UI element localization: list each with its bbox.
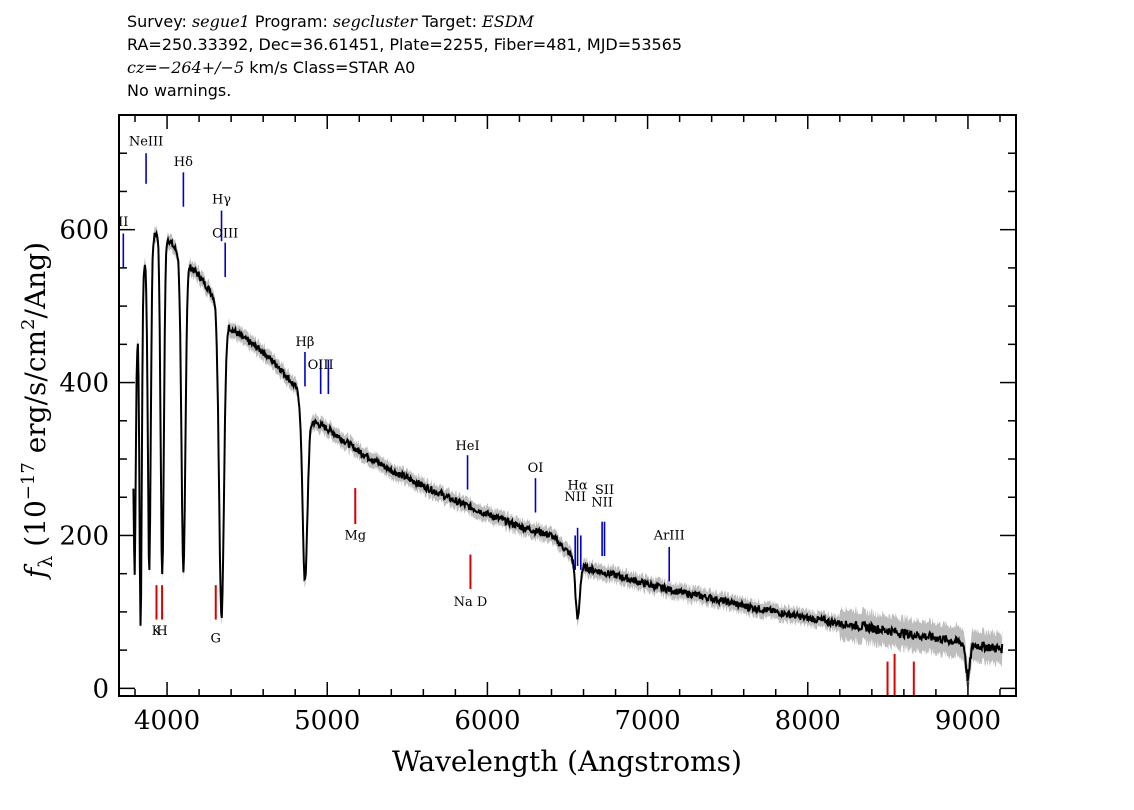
x-tick-label: 9000	[935, 706, 1001, 736]
y-tick-label: 200	[59, 521, 109, 551]
x-tick-label: 6000	[454, 706, 520, 736]
error-band-layer	[133, 225, 1003, 697]
x-tick-label: 7000	[615, 706, 681, 736]
absorption-line-label: Mg	[344, 528, 366, 543]
absorption-line-label: K	[152, 624, 162, 639]
emission-line-label: Hδ	[174, 155, 193, 170]
emission-line-label: Hα	[568, 479, 588, 494]
x-tick-label: 4000	[134, 706, 200, 736]
y-tick-label: 600	[59, 216, 109, 246]
survey-label: Survey:	[127, 12, 192, 31]
emission-line-label: OIII	[212, 226, 238, 241]
plot-frame	[118, 114, 1017, 697]
header-redshift-line: cz=−264+/−5 km/s Class=STAR A0	[127, 56, 1127, 79]
emission-line-label: II	[118, 215, 128, 230]
program-label: Program:	[249, 12, 333, 31]
emission-line-label: Hγ	[212, 193, 231, 208]
absorption-line-label: Na D	[454, 595, 488, 610]
emission-line-label: Hβ	[296, 335, 315, 350]
x-tick-label: 8000	[775, 706, 841, 736]
target-label: Target:	[416, 12, 483, 31]
cz-equals: =	[144, 58, 158, 77]
y-tick-label: 400	[59, 369, 109, 399]
emission-line-label: NII	[591, 495, 613, 510]
y-tick-label: 0	[92, 674, 109, 704]
line-markers-layer: NeIIIHδHγOIIIIIHβOIIIHeIOINIIHαNIISIIArI…	[118, 135, 915, 696]
x-tick-label: 5000	[294, 706, 360, 736]
emission-line-label: OIII	[308, 358, 334, 373]
target-value: ESDM	[482, 12, 534, 31]
header-warnings-line: No warnings.	[127, 81, 232, 100]
y-axis-label: fλ (10−17 erg/s/cm2/Ang)	[18, 242, 57, 580]
axis-ticks-layer: 4000 5000 6000 7000 8000 9000 0 200 400 600	[59, 115, 1016, 736]
emission-line-label: SII	[595, 483, 614, 498]
error-band	[133, 225, 1003, 697]
spectrum-header: Survey: segue1 Program: segcluster Targe…	[127, 10, 1127, 102]
emission-line-label: NeIII	[129, 135, 163, 150]
emission-line-label: NII	[564, 490, 586, 505]
x-axis-label: Wavelength (Angstroms)	[392, 745, 742, 778]
cz-value: −264+/−5	[157, 58, 245, 77]
cz-label: cz	[127, 58, 145, 77]
program-value: segcluster	[332, 12, 417, 31]
class-text: km/s Class=STAR A0	[244, 58, 416, 77]
spectrum-layer	[132, 229, 1004, 682]
absorption-line-label: G	[211, 631, 221, 646]
header-survey-line: Survey: segue1 Program: segcluster Targe…	[127, 10, 1127, 33]
spectrum-line	[132, 229, 1004, 682]
survey-value: segue1	[191, 12, 250, 31]
emission-line-label: ArIII	[653, 528, 685, 543]
header-coordinates-line: RA=250.33392, Dec=36.61451, Plate=2255, …	[127, 35, 683, 54]
absorption-line-label: H	[156, 624, 167, 639]
emission-line-label: HeI	[455, 439, 479, 454]
emission-line-label: OI	[528, 461, 544, 476]
